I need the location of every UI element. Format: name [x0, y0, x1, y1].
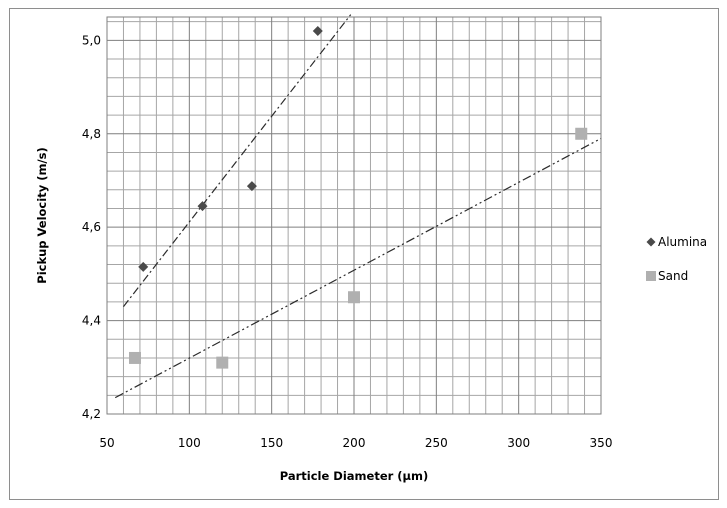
x-tick-label: 300	[507, 436, 530, 450]
x-tick-labels: 50 100 150 200 250 300 350	[99, 436, 612, 450]
point-alumina	[138, 261, 149, 272]
point-sand	[348, 291, 360, 304]
major-gridlines	[106, 17, 602, 415]
y-tick-label: 4,4	[82, 314, 101, 328]
point-alumina	[197, 201, 208, 212]
data-points	[128, 26, 588, 369]
legend-marker-sand	[646, 271, 656, 281]
x-axis-title: Particle Diameter (µm)	[280, 469, 429, 483]
x-tick-label: 200	[343, 436, 366, 450]
y-tick-label: 4,6	[82, 220, 101, 234]
x-tick-label: 350	[590, 436, 613, 450]
point-sand	[128, 351, 141, 364]
y-tick-labels: 4,2 4,4 4,6 4,8 5,0	[82, 33, 101, 421]
y-tick-label: 4,8	[82, 127, 101, 141]
x-tick-label: 50	[99, 436, 114, 450]
trendline-alumina	[122, 14, 352, 307]
plot-area-border	[106, 16, 602, 415]
point-sand	[216, 356, 229, 369]
legend-label-sand: Sand	[658, 269, 688, 283]
y-axis-title: Pickup Velocity (m/s)	[35, 147, 49, 283]
legend: Alumina Sand	[646, 235, 707, 283]
point-alumina	[246, 181, 257, 192]
trendline-sand	[114, 137, 602, 399]
trendlines	[114, 14, 602, 399]
x-tick-label: 100	[178, 436, 201, 450]
point-sand	[575, 127, 588, 140]
legend-label-alumina: Alumina	[658, 235, 707, 249]
y-tick-label: 4,2	[82, 407, 101, 421]
point-alumina	[312, 26, 323, 37]
x-tick-label: 150	[260, 436, 283, 450]
legend-marker-alumina	[646, 237, 656, 247]
x-tick-label: 250	[425, 436, 448, 450]
y-tick-label: 5,0	[82, 33, 101, 47]
